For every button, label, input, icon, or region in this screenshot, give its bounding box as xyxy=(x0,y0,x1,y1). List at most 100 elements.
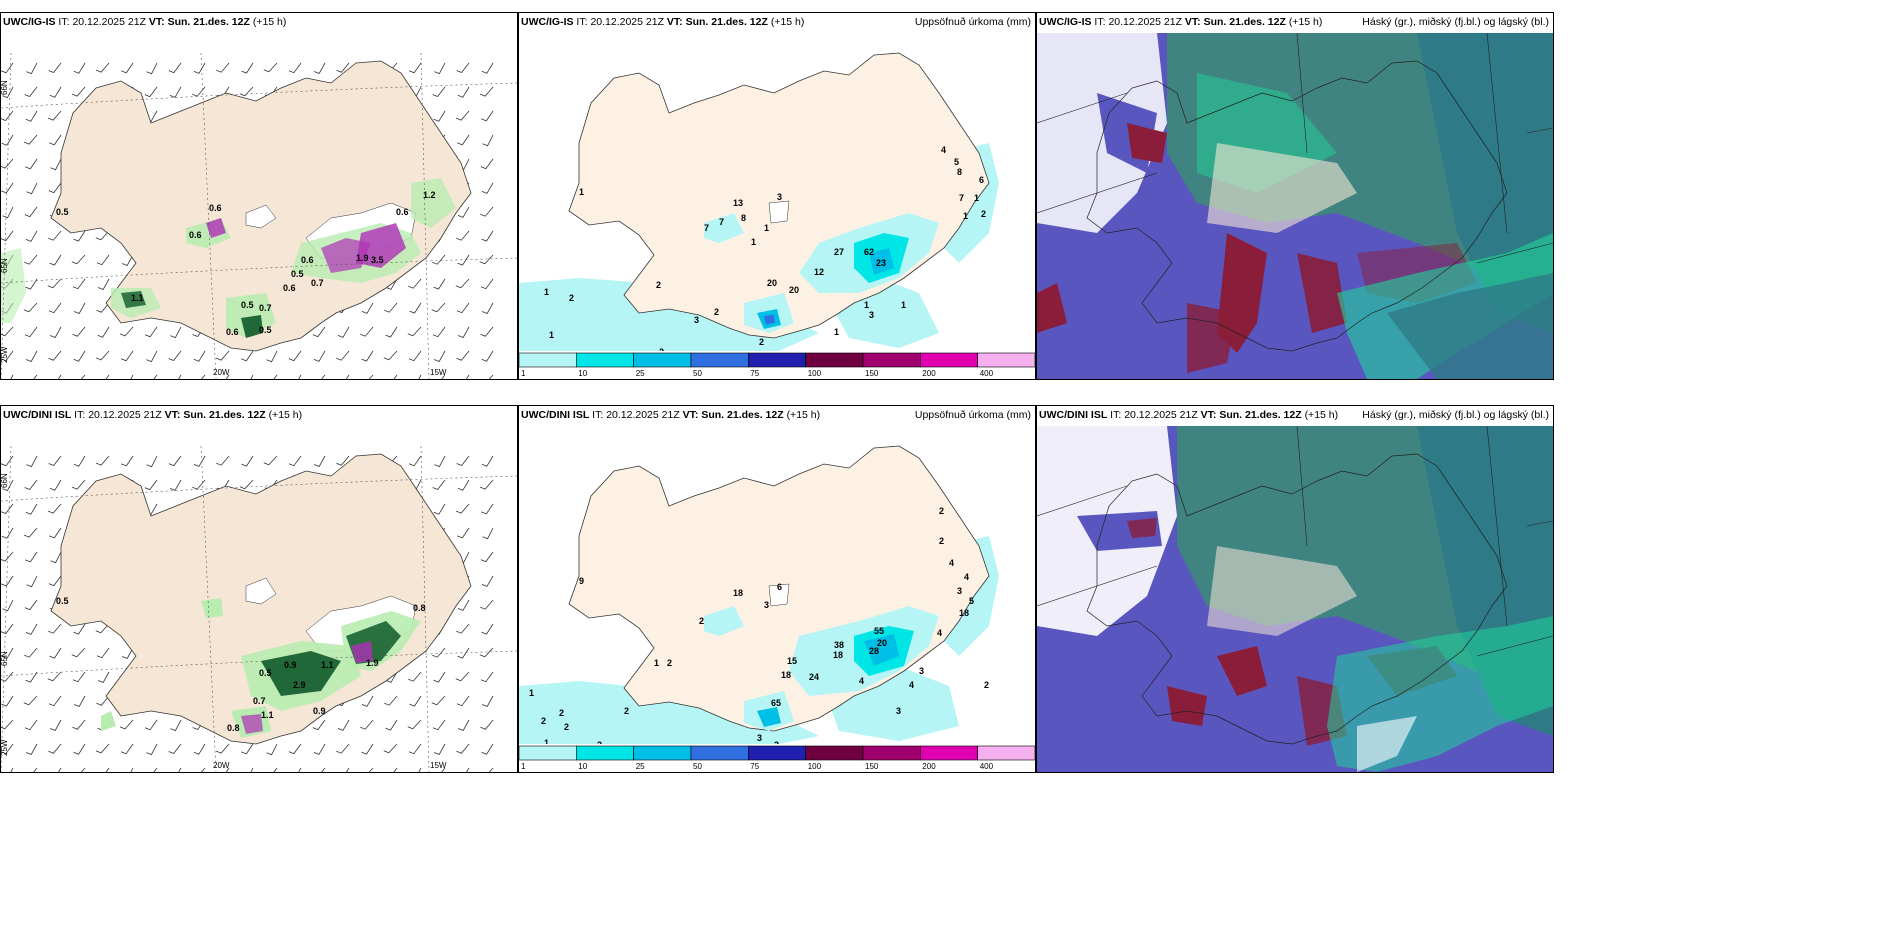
wind-barb xyxy=(178,374,182,379)
wind-map-svg: 0.5 0.9 0.5 1.1 0.7 1.1 2.9 0.9 0.8 0.8 1.9 66N 65N… xyxy=(1,445,517,772)
precip-value-label: 3 xyxy=(869,310,874,320)
wind-barb xyxy=(239,479,254,490)
wind-barb xyxy=(241,62,254,74)
precip-land-shading xyxy=(704,200,939,333)
wind-barb xyxy=(105,374,110,379)
wind-barb xyxy=(144,326,158,338)
coord-label: 15W xyxy=(430,368,447,377)
coord-label: 15W xyxy=(430,761,447,770)
wind-barb xyxy=(313,743,326,755)
wind-barb xyxy=(25,551,38,563)
wind-barb xyxy=(481,110,494,122)
precip-value-label: 3 xyxy=(777,192,782,202)
wind-barb xyxy=(97,326,110,338)
wind-barb xyxy=(321,767,326,772)
graticule xyxy=(1037,33,1553,264)
model-name: UWC/DINI ISL xyxy=(1039,409,1108,421)
wind-barb xyxy=(24,599,38,611)
wind-barb xyxy=(434,455,446,468)
model-name: UWC/DINI ISL xyxy=(3,409,72,421)
wind-barb xyxy=(24,479,38,490)
colorbar-label: 150 xyxy=(865,369,879,378)
colorbar-label: 50 xyxy=(693,762,702,771)
wind-barb xyxy=(408,671,422,682)
wind-barb xyxy=(250,374,254,379)
precip-value-label: 18 xyxy=(833,650,843,660)
wind-barb xyxy=(457,479,470,491)
wind-barb xyxy=(481,503,494,515)
precip-value-label: 3 xyxy=(774,740,779,744)
wind-barb xyxy=(49,527,62,539)
precip-value-label: 20 xyxy=(767,278,777,288)
precip-value-label: 3 xyxy=(919,666,924,676)
colorbar-label: 150 xyxy=(865,762,879,771)
wind-barb xyxy=(98,671,110,684)
precip-value-label: 2 xyxy=(939,536,944,546)
precip-value-label: 13 xyxy=(733,198,743,208)
wind-barb xyxy=(1,551,14,562)
wind-barb xyxy=(47,671,62,682)
precip-value-label: 1 xyxy=(764,223,769,233)
wind-barb xyxy=(49,86,62,98)
colorbar-label: 1 xyxy=(521,762,526,771)
wind-barb xyxy=(122,647,134,660)
wind-barb xyxy=(26,743,38,756)
it-value: 20.12.2025 21Z xyxy=(1124,409,1198,421)
wind-barb xyxy=(312,719,326,731)
coord-label: 66N xyxy=(1,473,9,488)
precip-value-label: 62 xyxy=(864,247,874,257)
colorbar-cell xyxy=(862,352,921,368)
wind-barb xyxy=(336,743,350,754)
wind-barb xyxy=(408,350,422,362)
colorbar-cell xyxy=(575,352,634,368)
colorbar-label: 10 xyxy=(578,369,587,378)
wind-barb xyxy=(457,254,470,266)
wind-barb xyxy=(455,278,470,289)
precip-value-label: 2 xyxy=(659,347,664,351)
precip-value-label: 12 xyxy=(814,267,824,277)
wind-barb xyxy=(74,695,86,708)
wind-barb xyxy=(407,326,422,337)
precip-colorbar: 1 10 25 50 75 100 150 200 400 xyxy=(519,744,1035,772)
it-label: IT: xyxy=(74,409,86,421)
wind-barb xyxy=(482,302,494,315)
wind-barb xyxy=(73,62,86,74)
wind-value-label: 0.7 xyxy=(253,696,266,706)
precip-value-label: 3 xyxy=(957,586,962,596)
precip-value-label: 1 xyxy=(901,300,906,310)
wind-barb xyxy=(345,767,350,772)
wind-barb xyxy=(434,62,446,75)
precip-value-label: 1 xyxy=(529,688,534,698)
vt-value: Sun. 21.des. 12Z xyxy=(167,16,250,28)
colorbar-svg: 1 10 25 50 75 100 150 200 400 xyxy=(519,352,1035,378)
wind-barb xyxy=(1,647,14,659)
wind-barb xyxy=(407,719,422,730)
wind-barb xyxy=(71,479,86,490)
wind-barb xyxy=(33,374,38,379)
wind-barb xyxy=(434,743,446,756)
wind-barb xyxy=(361,695,374,707)
wind-barb xyxy=(169,86,182,98)
wind-barb xyxy=(336,350,350,361)
it-value: 20.12.2025 21Z xyxy=(72,16,146,28)
wind-barb xyxy=(482,695,494,708)
wind-barb xyxy=(95,455,110,466)
wind-barb xyxy=(432,479,446,490)
wind-barb xyxy=(10,767,14,772)
lead-time: (+15 h) xyxy=(1304,409,1339,421)
wind-barb xyxy=(1,326,14,337)
wind-barb xyxy=(26,455,38,468)
wind-barb xyxy=(431,302,446,313)
wind-barb xyxy=(215,350,230,361)
wind-barb xyxy=(50,158,62,171)
wind-barb xyxy=(73,350,86,362)
wind-barb xyxy=(168,455,182,467)
wind-barb xyxy=(170,326,182,339)
wind-barb xyxy=(216,62,230,73)
wind-barb xyxy=(1,503,14,514)
wind-barb xyxy=(480,278,494,290)
wind-barb xyxy=(26,575,38,588)
wind-barb xyxy=(95,230,110,241)
wind-barb xyxy=(418,767,422,772)
colorbar-cell xyxy=(690,352,749,368)
